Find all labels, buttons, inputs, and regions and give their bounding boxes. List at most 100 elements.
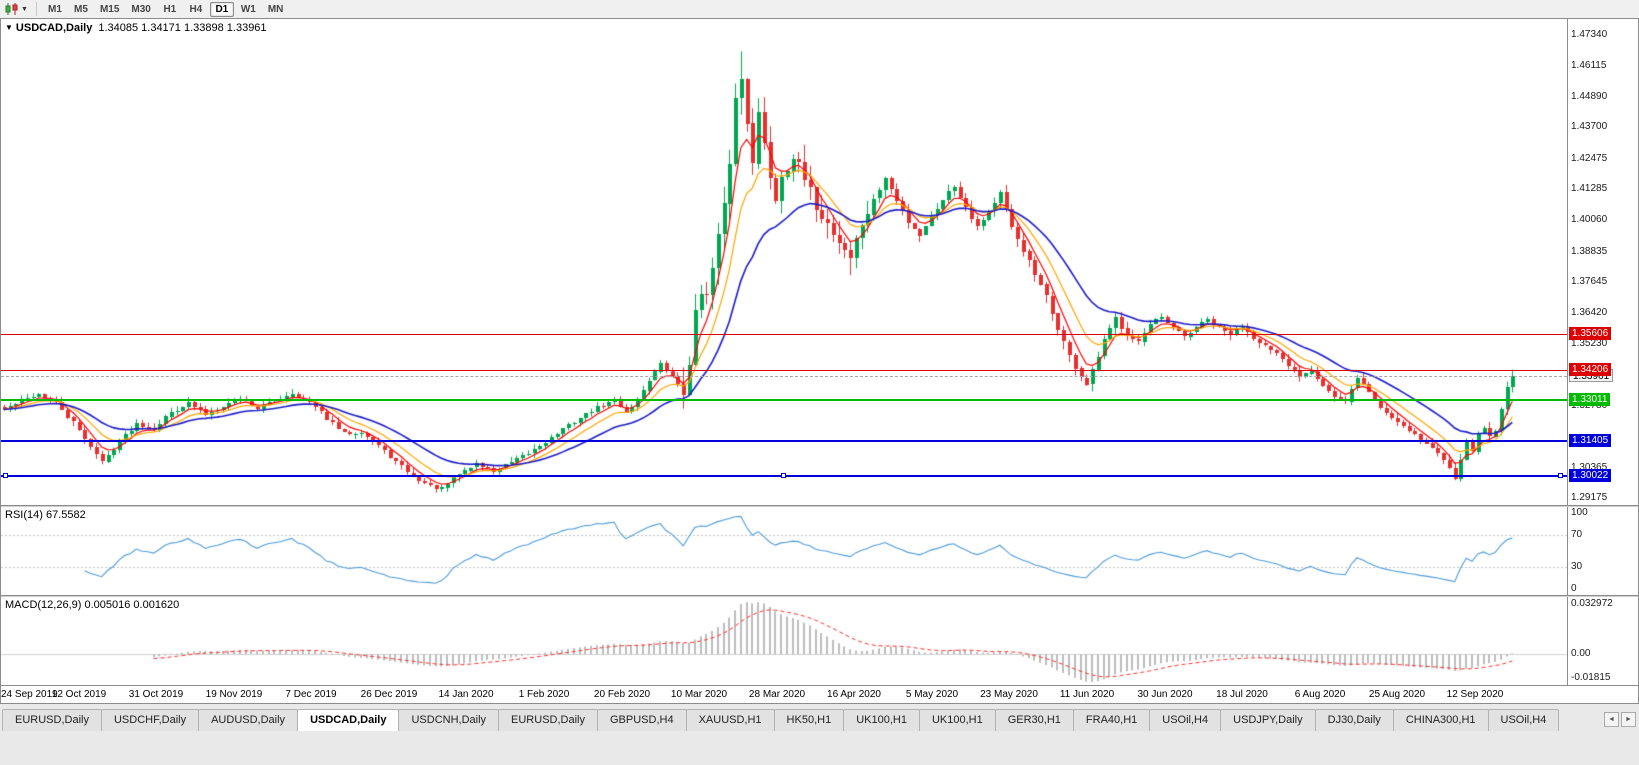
date-axis-label: 5 May 2020 [905,689,959,700]
chart-tab-ger30-h1[interactable]: GER30,H1 [994,709,1074,731]
price-chart-plot[interactable]: ▼ USDCAD,Daily 1.34085 1.34171 1.33898 1.3… [1,19,1567,505]
level-line-1.34206[interactable] [1,370,1567,371]
rsi-axis-tick: 0 [1571,583,1577,594]
timeframe-button-m1[interactable]: M1 [47,3,62,15]
chart-tab-usdcad-daily[interactable]: USDCAD,Daily [297,709,400,731]
price-axis-tick: 1.43700 [1571,121,1608,132]
date-axis-label: 16 Apr 2020 [827,689,881,700]
chart-tab-audusd-daily[interactable]: AUDUSD,Daily [198,709,299,731]
rsi-label: RSI(14) 67.5582 [5,509,86,521]
chart-title: ▼ USDCAD,Daily 1.34085 1.34171 1.33898 1.3… [5,22,267,34]
timeframe-button-m5[interactable]: M5 [73,3,88,15]
macd-axis-tick-bottom: -0.01815 [1571,672,1611,683]
timeframe-button-d1[interactable]: D1 [209,1,234,17]
date-axis-label: 24 Sep 2019 [1,689,58,700]
chart-tab-dj30-daily[interactable]: DJ30,Daily [1314,709,1394,731]
date-axis-label: 6 Aug 2020 [1294,689,1346,700]
rsi-axis-tick: 100 [1571,507,1588,518]
price-axis-tick: 1.29175 [1571,492,1608,503]
chart-tab-china300-h1[interactable]: CHINA300,H1 [1392,709,1489,731]
timeframe-button-h1[interactable]: H1 [163,3,177,15]
price-axis-tick: 1.40060 [1571,214,1608,225]
timeframe-button-m15[interactable]: M15 [99,3,120,15]
price-level-badge: 1.33011 [1569,393,1611,406]
date-axis-label: 14 Jan 2020 [438,689,494,700]
line-selection-handle[interactable] [781,473,786,478]
timeframe-button-h4[interactable]: H4 [189,3,203,15]
date-axis-label: 10 Mar 2020 [670,689,728,700]
macd-axis: 0.032972 0.00 -0.01815 [1567,597,1637,685]
chart-tab-usdchf-daily[interactable]: USDCHF,Daily [100,709,200,731]
price-axis-tick: 1.41285 [1571,183,1608,194]
chart-tab-xauusd-h1[interactable]: XAUUSD,H1 [685,709,775,731]
line-selection-handle[interactable] [3,473,8,478]
top-toolbar: ▼ M1 M5 M15 M30 H1 H4 D1 W1 MN [0,0,1639,18]
chart-ohlc-values: 1.34085 1.34171 1.33898 1.33961 [98,22,267,34]
rsi-plot[interactable]: RSI(14) 67.5582 [1,507,1567,595]
level-line-1.31405[interactable] [1,440,1567,442]
price-chart-canvas[interactable] [1,19,1567,505]
price-axis-tick: 1.47340 [1571,29,1608,40]
tabs-scroll-left-button[interactable]: ◄ [1604,712,1619,727]
macd-axis-tick-top: 0.032972 [1571,598,1613,609]
date-axis-label: 19 Nov 2019 [205,689,263,700]
date-axis-label: 12 Sep 2020 [1446,689,1504,700]
price-level-badge: 1.31405 [1569,434,1612,447]
rsi-axis-tick: 30 [1571,561,1583,572]
timeframe-button-mn[interactable]: MN [267,3,284,15]
chart-tab-usdjpy-daily[interactable]: USDJPY,Daily [1220,709,1316,731]
macd-plot[interactable]: MACD(12,26,9) 0.005016 0.001620 [1,597,1567,685]
price-level-badge: 1.35606 [1569,327,1612,340]
rsi-panel: RSI(14) 67.5582 100 70 30 0 [1,507,1638,595]
level-line-1.33011[interactable] [1,399,1567,401]
panel-splitter[interactable] [1,595,1638,597]
price-axis-tick: 1.44890 [1571,91,1608,102]
chart-tab-hk50-h1[interactable]: HK50,H1 [773,709,845,731]
panel-splitter[interactable] [1,505,1638,507]
price-axis-tick: 1.37645 [1571,276,1608,287]
price-level-badge: 1.30022 [1569,469,1612,482]
date-axis-label: 25 Aug 2020 [1368,689,1426,700]
chart-tab-usoil-h4[interactable]: USOil,H4 [1149,709,1222,731]
date-axis-label: 23 May 2020 [980,689,1038,700]
chart-tab-usoil-h4[interactable]: USOil,H4 [1487,709,1560,731]
chart-tab-uk100-h1[interactable]: UK100,H1 [843,709,920,731]
date-axis-label: 12 Oct 2019 [51,689,107,700]
chart-tab-usdcnh-daily[interactable]: USDCNH,Daily [398,709,500,731]
timeframe-button-w1[interactable]: W1 [240,3,256,15]
line-selection-handle[interactable] [1558,473,1563,478]
price-axis: 1.47340 1.46115 1.44890 1.43700 1.42475 1.412… [1567,19,1637,505]
price-axis-tick: 1.46115 [1571,60,1607,71]
date-axis-label: 30 Jun 2020 [1137,689,1193,700]
toolbar-separator [35,2,37,16]
chart-tab-bar: EURUSD,Daily USDCHF,Daily AUDUSD,Daily USDC… [0,704,1639,765]
one-click-trading-collapse-icon[interactable]: ▼ [5,23,13,32]
chart-tab-eurusd-daily[interactable]: EURUSD,Daily [2,709,102,731]
rsi-canvas[interactable] [1,507,1567,595]
price-axis-tick: 1.35230 [1571,338,1608,349]
chart-window: ▼ USDCAD,Daily 1.34085 1.34171 1.33898 1.3… [0,18,1639,704]
chart-type-dropdown-icon[interactable]: ▼ [21,5,28,13]
rsi-axis-tick: 70 [1571,529,1583,540]
chart-tabs: EURUSD,Daily USDCHF,Daily AUDUSD,Daily USDC… [0,709,1639,731]
date-axis-label: 20 Feb 2020 [593,689,651,700]
price-level-badge: 1.34206 [1569,363,1612,376]
date-axis-label: 28 Mar 2020 [748,689,806,700]
level-line-1.35606[interactable] [1,334,1567,335]
macd-axis-tick-zero: 0.00 [1571,648,1591,659]
date-axis-label: 7 Dec 2019 [285,689,337,700]
tabs-scroll-right-button[interactable]: ► [1621,712,1636,727]
date-axis-label: 11 Jun 2020 [1059,689,1115,700]
chart-type-icon[interactable] [3,2,21,16]
timeframe-buttons: M1 M5 M15 M30 H1 H4 D1 W1 MN [42,1,289,17]
chart-tab-uk100-h1[interactable]: UK100,H1 [918,709,996,731]
chart-tab-fra40-h1[interactable]: FRA40,H1 [1072,709,1151,731]
chart-tab-gbpusd-h4[interactable]: GBPUSD,H4 [597,709,687,731]
macd-panel: MACD(12,26,9) 0.005016 0.001620 0.032972… [1,597,1638,685]
chart-tab-eurusd-daily[interactable]: EURUSD,Daily [498,709,598,731]
candlestick-glyph [5,3,18,15]
macd-canvas[interactable] [1,597,1567,685]
timeframe-button-m30[interactable]: M30 [131,3,151,15]
macd-label: MACD(12,26,9) 0.005016 0.001620 [5,599,180,611]
